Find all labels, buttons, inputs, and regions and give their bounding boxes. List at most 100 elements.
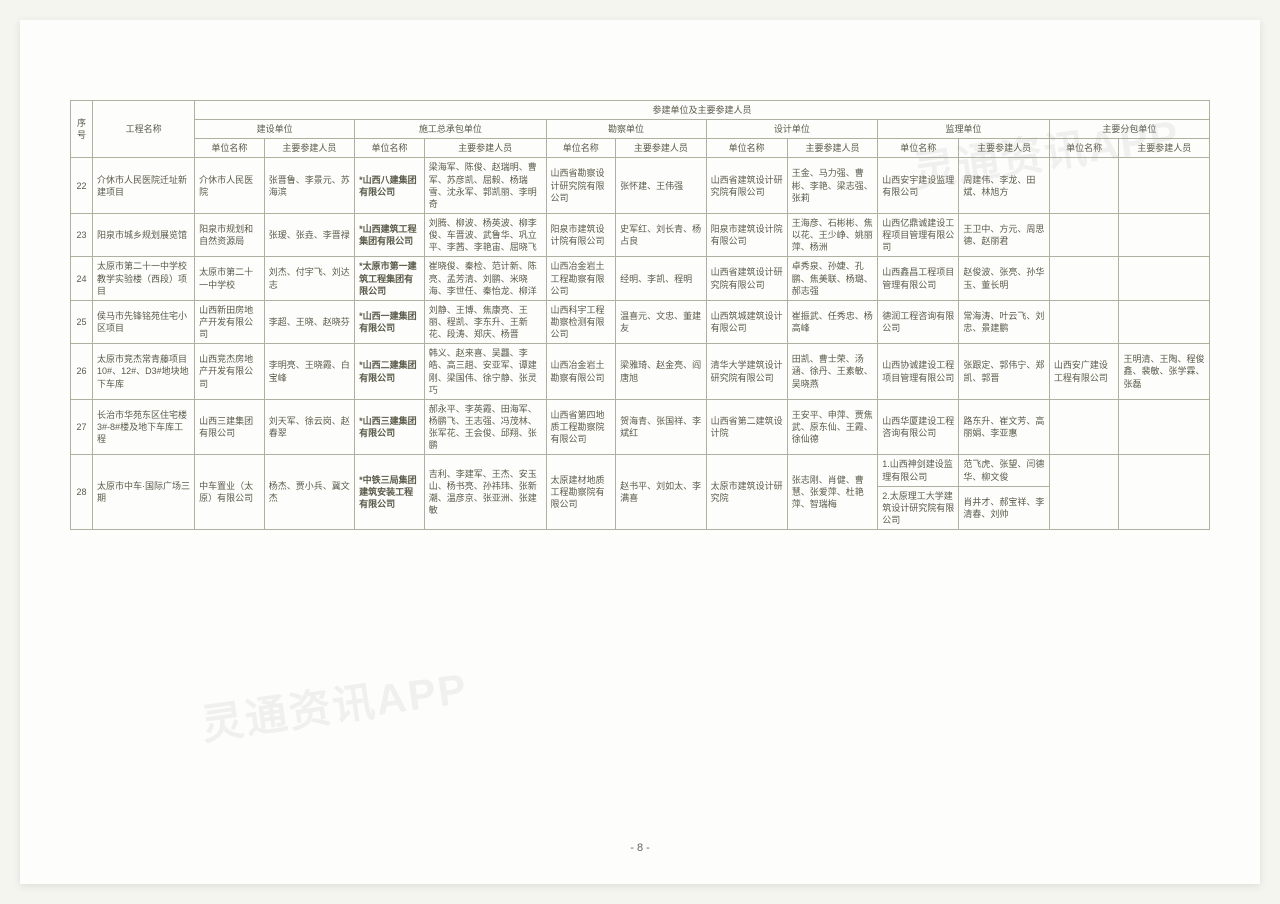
header-build-unit: 建设单位 <box>195 120 355 139</box>
table-row: 28太原市中车·国际广场三期中车置业（太原）有限公司杨杰、贾小兵、冀文杰*中铁三… <box>71 455 1210 486</box>
cell-sub-ppl <box>1119 399 1210 455</box>
header-main: 参建单位及主要参建人员 <box>195 101 1210 120</box>
cell-sub-ppl: 王明清、王陶、程俊鑫、裴敏、张学霖、张磊 <box>1119 344 1210 400</box>
cell-survey-ppl: 赵书平、刘如太、李满喜 <box>616 455 706 530</box>
cell-design-ppl: 王金、马力强、曹彬、李艳、梁志强、张莉 <box>787 158 877 214</box>
cell-design-ppl: 王安平、申萍、贾焦武、原东仙、王霞、徐仙德 <box>787 399 877 455</box>
table-row: 22介休市人民医院迁址新建项目介休市人民医院张晋鲁、李景元、苏海滨*山西八建集团… <box>71 158 1210 214</box>
main-table: 序号 工程名称 参建单位及主要参建人员 建设单位 施工总承包单位 勘察单位 设计… <box>70 100 1210 530</box>
cell-project: 侯马市先锋铭苑住宅小区项目 <box>93 300 195 343</box>
cell-survey-name: 太原建材地质工程勘察院有限公司 <box>546 455 616 530</box>
cell-super-ppl: 王卫中、方元、周思德、赵丽君 <box>959 213 1049 256</box>
cell-design-ppl: 崔振武、任秀忠、杨高峰 <box>787 300 877 343</box>
cell-build-ppl: 张晋鲁、李景元、苏海滨 <box>264 158 354 214</box>
cell-sub-ppl <box>1119 300 1210 343</box>
cell-build-ppl: 刘杰、付宇飞、刘达志 <box>264 257 354 300</box>
cell-seq: 22 <box>71 158 93 214</box>
cell-build-ppl: 刘天军、徐云岗、赵春翠 <box>264 399 354 455</box>
header-unit-ppl: 主要参建人员 <box>424 139 546 158</box>
cell-design-name: 阳泉市建筑设计院有限公司 <box>706 213 787 256</box>
cell-seq: 23 <box>71 213 93 256</box>
header-unit-name: 单位名称 <box>355 139 425 158</box>
header-unit-ppl: 主要参建人员 <box>787 139 877 158</box>
cell-design-name: 山西筑城建筑设计有限公司 <box>706 300 787 343</box>
cell-gc-name: *山西建筑工程集团有限公司 <box>355 213 425 256</box>
cell-gc-name: *山西一建集团有限公司 <box>355 300 425 343</box>
header-gc-unit: 施工总承包单位 <box>355 120 546 139</box>
cell-super-ppl: 范飞虎、张望、闫德华、柳文俊 <box>959 455 1049 486</box>
header-super-unit: 监理单位 <box>878 120 1050 139</box>
cell-survey-ppl: 梁雅琦、赵金亮、阎唐旭 <box>616 344 706 400</box>
cell-seq: 24 <box>71 257 93 300</box>
cell-project: 介休市人民医院迁址新建项目 <box>93 158 195 214</box>
cell-design-ppl: 田凯、曹士荣、汤涵、徐丹、王素敏、吴晓燕 <box>787 344 877 400</box>
cell-survey-name: 山西科宇工程勘察检测有限公司 <box>546 300 616 343</box>
cell-build-name: 阳泉市规划和自然资源局 <box>195 213 265 256</box>
header-project: 工程名称 <box>93 101 195 158</box>
cell-super-name: 山西亿鼎诚建设工程项目管理有限公司 <box>878 213 959 256</box>
cell-super-name: 1.山西神剑建设监理有限公司 <box>878 455 959 486</box>
cell-build-name: 介休市人民医院 <box>195 158 265 214</box>
cell-survey-name: 阳泉市建筑设计院有限公司 <box>546 213 616 256</box>
cell-design-ppl: 张志刚、肖健、曹慧、张爱萍、杜艳萍、智瑞梅 <box>787 455 877 530</box>
cell-gc-ppl: 刘腾、柳波、杨英波、柳李俊、车晋波、武鲁华、巩立平、李茜、李艳宙、屈晓飞 <box>424 213 546 256</box>
table-row: 23阳泉市城乡规划展览馆阳泉市规划和自然资源局张瑷、张垚、李晋禄*山西建筑工程集… <box>71 213 1210 256</box>
cell-survey-name: 山西省勘察设计研究院有限公司 <box>546 158 616 214</box>
table-row: 25侯马市先锋铭苑住宅小区项目山西新田房地产开发有限公司李超、王晓、赵晓芬*山西… <box>71 300 1210 343</box>
page-number: - 8 - <box>20 842 1260 854</box>
cell-super-ppl: 肖井才、郝宝祥、李清春、刘帅 <box>959 486 1049 529</box>
cell-build-ppl: 李超、王晓、赵晓芬 <box>264 300 354 343</box>
cell-build-ppl: 杨杰、贾小兵、冀文杰 <box>264 455 354 530</box>
table-row: 27长治市华苑东区住宅楼 3#-8#楼及地下车库工程山西三建集团有限公司刘天军、… <box>71 399 1210 455</box>
cell-sub-ppl <box>1119 257 1210 300</box>
cell-gc-name: *山西二建集团有限公司 <box>355 344 425 400</box>
cell-sub-name <box>1049 213 1119 256</box>
header-seq: 序号 <box>71 101 93 158</box>
header-unit-ppl: 主要参建人员 <box>616 139 706 158</box>
cell-build-ppl: 张瑷、张垚、李晋禄 <box>264 213 354 256</box>
cell-super-ppl: 路东升、崔文芳、高丽娟、李亚惠 <box>959 399 1049 455</box>
cell-design-ppl: 卓秀泉、孙婕、孔鹏、焦美联、杨璐、郝志强 <box>787 257 877 300</box>
cell-project: 阳泉市城乡规划展览馆 <box>93 213 195 256</box>
header-unit-ppl: 主要参建人员 <box>1119 139 1210 158</box>
cell-gc-name: *山西八建集团有限公司 <box>355 158 425 214</box>
header-unit-ppl: 主要参建人员 <box>264 139 354 158</box>
cell-survey-ppl: 史军红、刘长青、杨占良 <box>616 213 706 256</box>
cell-super-ppl: 张跟定、郭伟宁、郑凯、郭晋 <box>959 344 1049 400</box>
cell-gc-ppl: 韩义、赵来喜、吴龘、李皓、高三趟、安亚军、谭建刚、梁国伟、徐宁静、张灵巧 <box>424 344 546 400</box>
cell-survey-name: 山西冶金岩土工程勘察有限公司 <box>546 257 616 300</box>
cell-super-name: 山西鑫昌工程项目管理有限公司 <box>878 257 959 300</box>
cell-sub-name <box>1049 455 1119 530</box>
cell-build-ppl: 李明亮、王晓霞、白宝峰 <box>264 344 354 400</box>
cell-design-ppl: 王海彦、石彬彬、焦以花、王少峥、姚丽萍、杨洲 <box>787 213 877 256</box>
cell-design-name: 清华大学建筑设计研究院有限公司 <box>706 344 787 400</box>
header-unit-name: 单位名称 <box>878 139 959 158</box>
cell-gc-ppl: 吉利、李建军、王杰、安玉山、杨书亮、孙祎玮、张新潮、温彦京、张亚洲、张建敏 <box>424 455 546 530</box>
cell-design-name: 太原市建筑设计研究院 <box>706 455 787 530</box>
cell-gc-ppl: 刘静、王博、焦康亮、王丽、程凯、李东升、王新花、段涛、郑庆、杨晋 <box>424 300 546 343</box>
cell-seq: 25 <box>71 300 93 343</box>
cell-build-name: 太原市第二十一中学校 <box>195 257 265 300</box>
cell-super-name: 2.太原理工大学建筑设计研究院有限公司 <box>878 486 959 529</box>
cell-build-name: 山西三建集团有限公司 <box>195 399 265 455</box>
cell-gc-ppl: 梁海军、陈俊、赵瑞明、曹军、苏彦凯、屈毅、杨瑞雪、沈永军、郭凯丽、李明奇 <box>424 158 546 214</box>
cell-build-name: 山西竞杰房地产开发有限公司 <box>195 344 265 400</box>
watermark: 灵通资讯APP <box>197 655 471 753</box>
cell-super-ppl: 赵俊波、张亮、孙华玉、董长明 <box>959 257 1049 300</box>
cell-survey-ppl: 经明、李凯、程明 <box>616 257 706 300</box>
cell-sub-ppl <box>1119 213 1210 256</box>
cell-gc-name: *太原市第一建筑工程集团有限公司 <box>355 257 425 300</box>
cell-project: 太原市中车·国际广场三期 <box>93 455 195 530</box>
cell-gc-name: *山西三建集团有限公司 <box>355 399 425 455</box>
table-row: 26太原市竞杰常青藤项目 10#、12#、D3#地块地下车库山西竞杰房地产开发有… <box>71 344 1210 400</box>
header-unit-name: 单位名称 <box>546 139 616 158</box>
header-unit-name: 单位名称 <box>706 139 787 158</box>
cell-design-name: 山西省建筑设计研究院有限公司 <box>706 158 787 214</box>
table-row: 24太原市第二十一中学校教学实验楼（西段）项目太原市第二十一中学校刘杰、付宇飞、… <box>71 257 1210 300</box>
cell-survey-name: 山西冶金岩土勘察有限公司 <box>546 344 616 400</box>
cell-build-name: 山西新田房地产开发有限公司 <box>195 300 265 343</box>
cell-super-name: 山西协诚建设工程项目管理有限公司 <box>878 344 959 400</box>
header-survey-unit: 勘察单位 <box>546 120 706 139</box>
cell-gc-ppl: 郝永平、李英霞、田海军、杨鹏飞、王志强、冯茂林、张军花、王会俊、邱翔、张鹏 <box>424 399 546 455</box>
cell-survey-ppl: 张怀建、王伟强 <box>616 158 706 214</box>
